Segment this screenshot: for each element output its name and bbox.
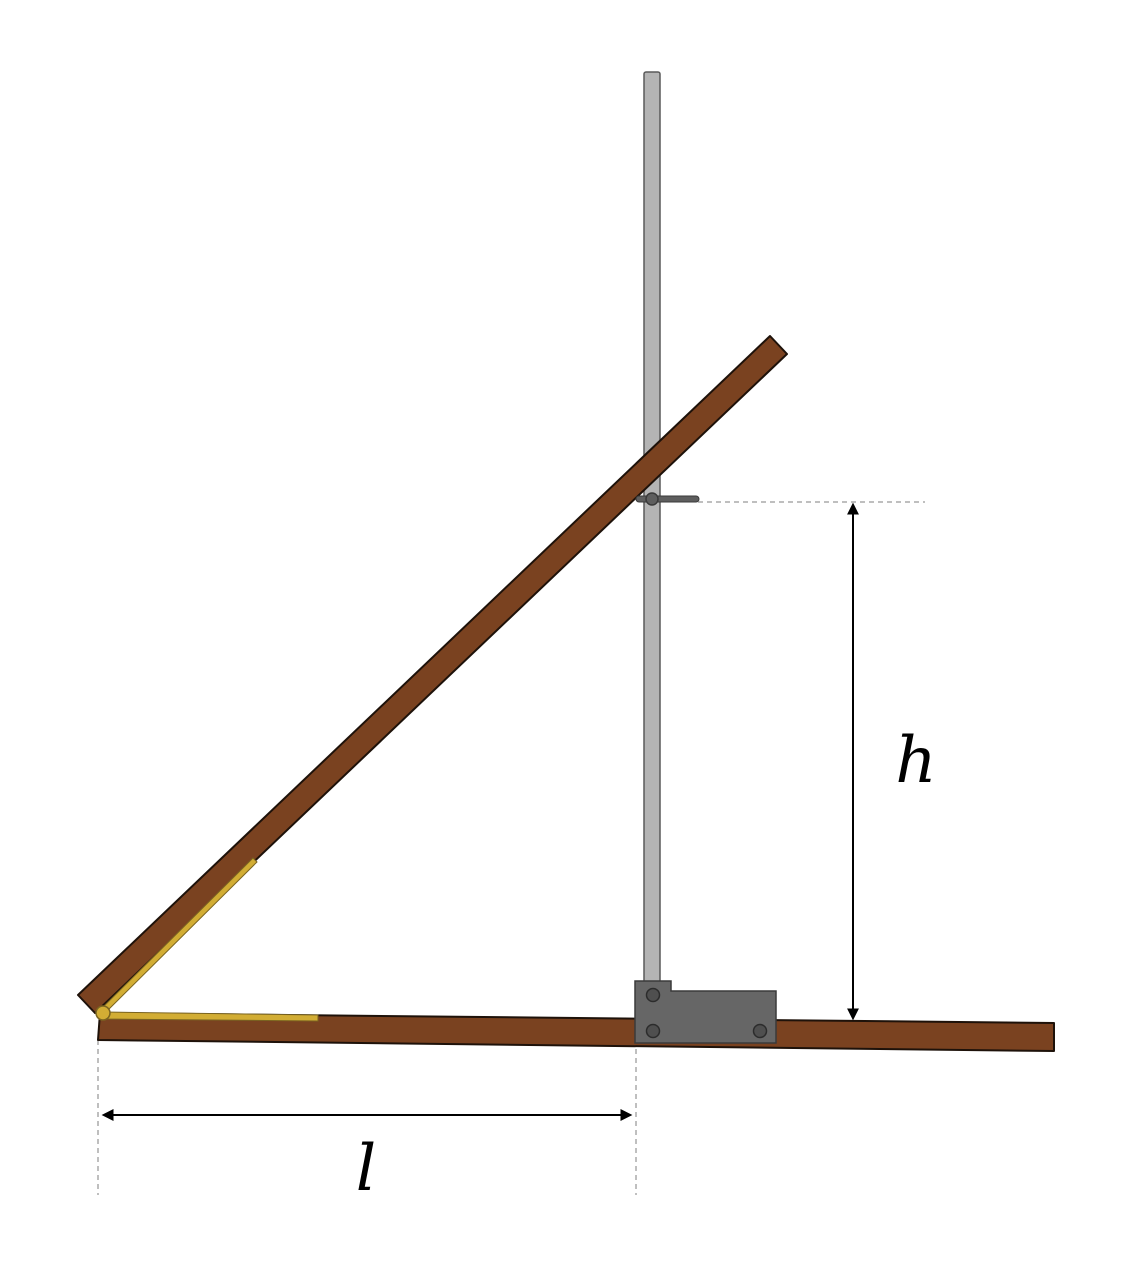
length-label: l	[356, 1132, 376, 1206]
hinge-pivot	[95, 1005, 111, 1021]
hinge-strip-base	[103, 1011, 319, 1022]
inclined-plank	[77, 335, 788, 1014]
height-label: h	[895, 724, 936, 798]
clamp-block	[634, 980, 777, 1044]
support-arm-knob	[645, 492, 659, 506]
hinge-strip-plank	[100, 857, 258, 1014]
clamp-screw-bottom-left	[645, 1023, 661, 1039]
clamp-screw-bottom-right	[752, 1023, 768, 1039]
stand-rod	[643, 71, 661, 993]
clamp-screw-top	[645, 987, 661, 1003]
